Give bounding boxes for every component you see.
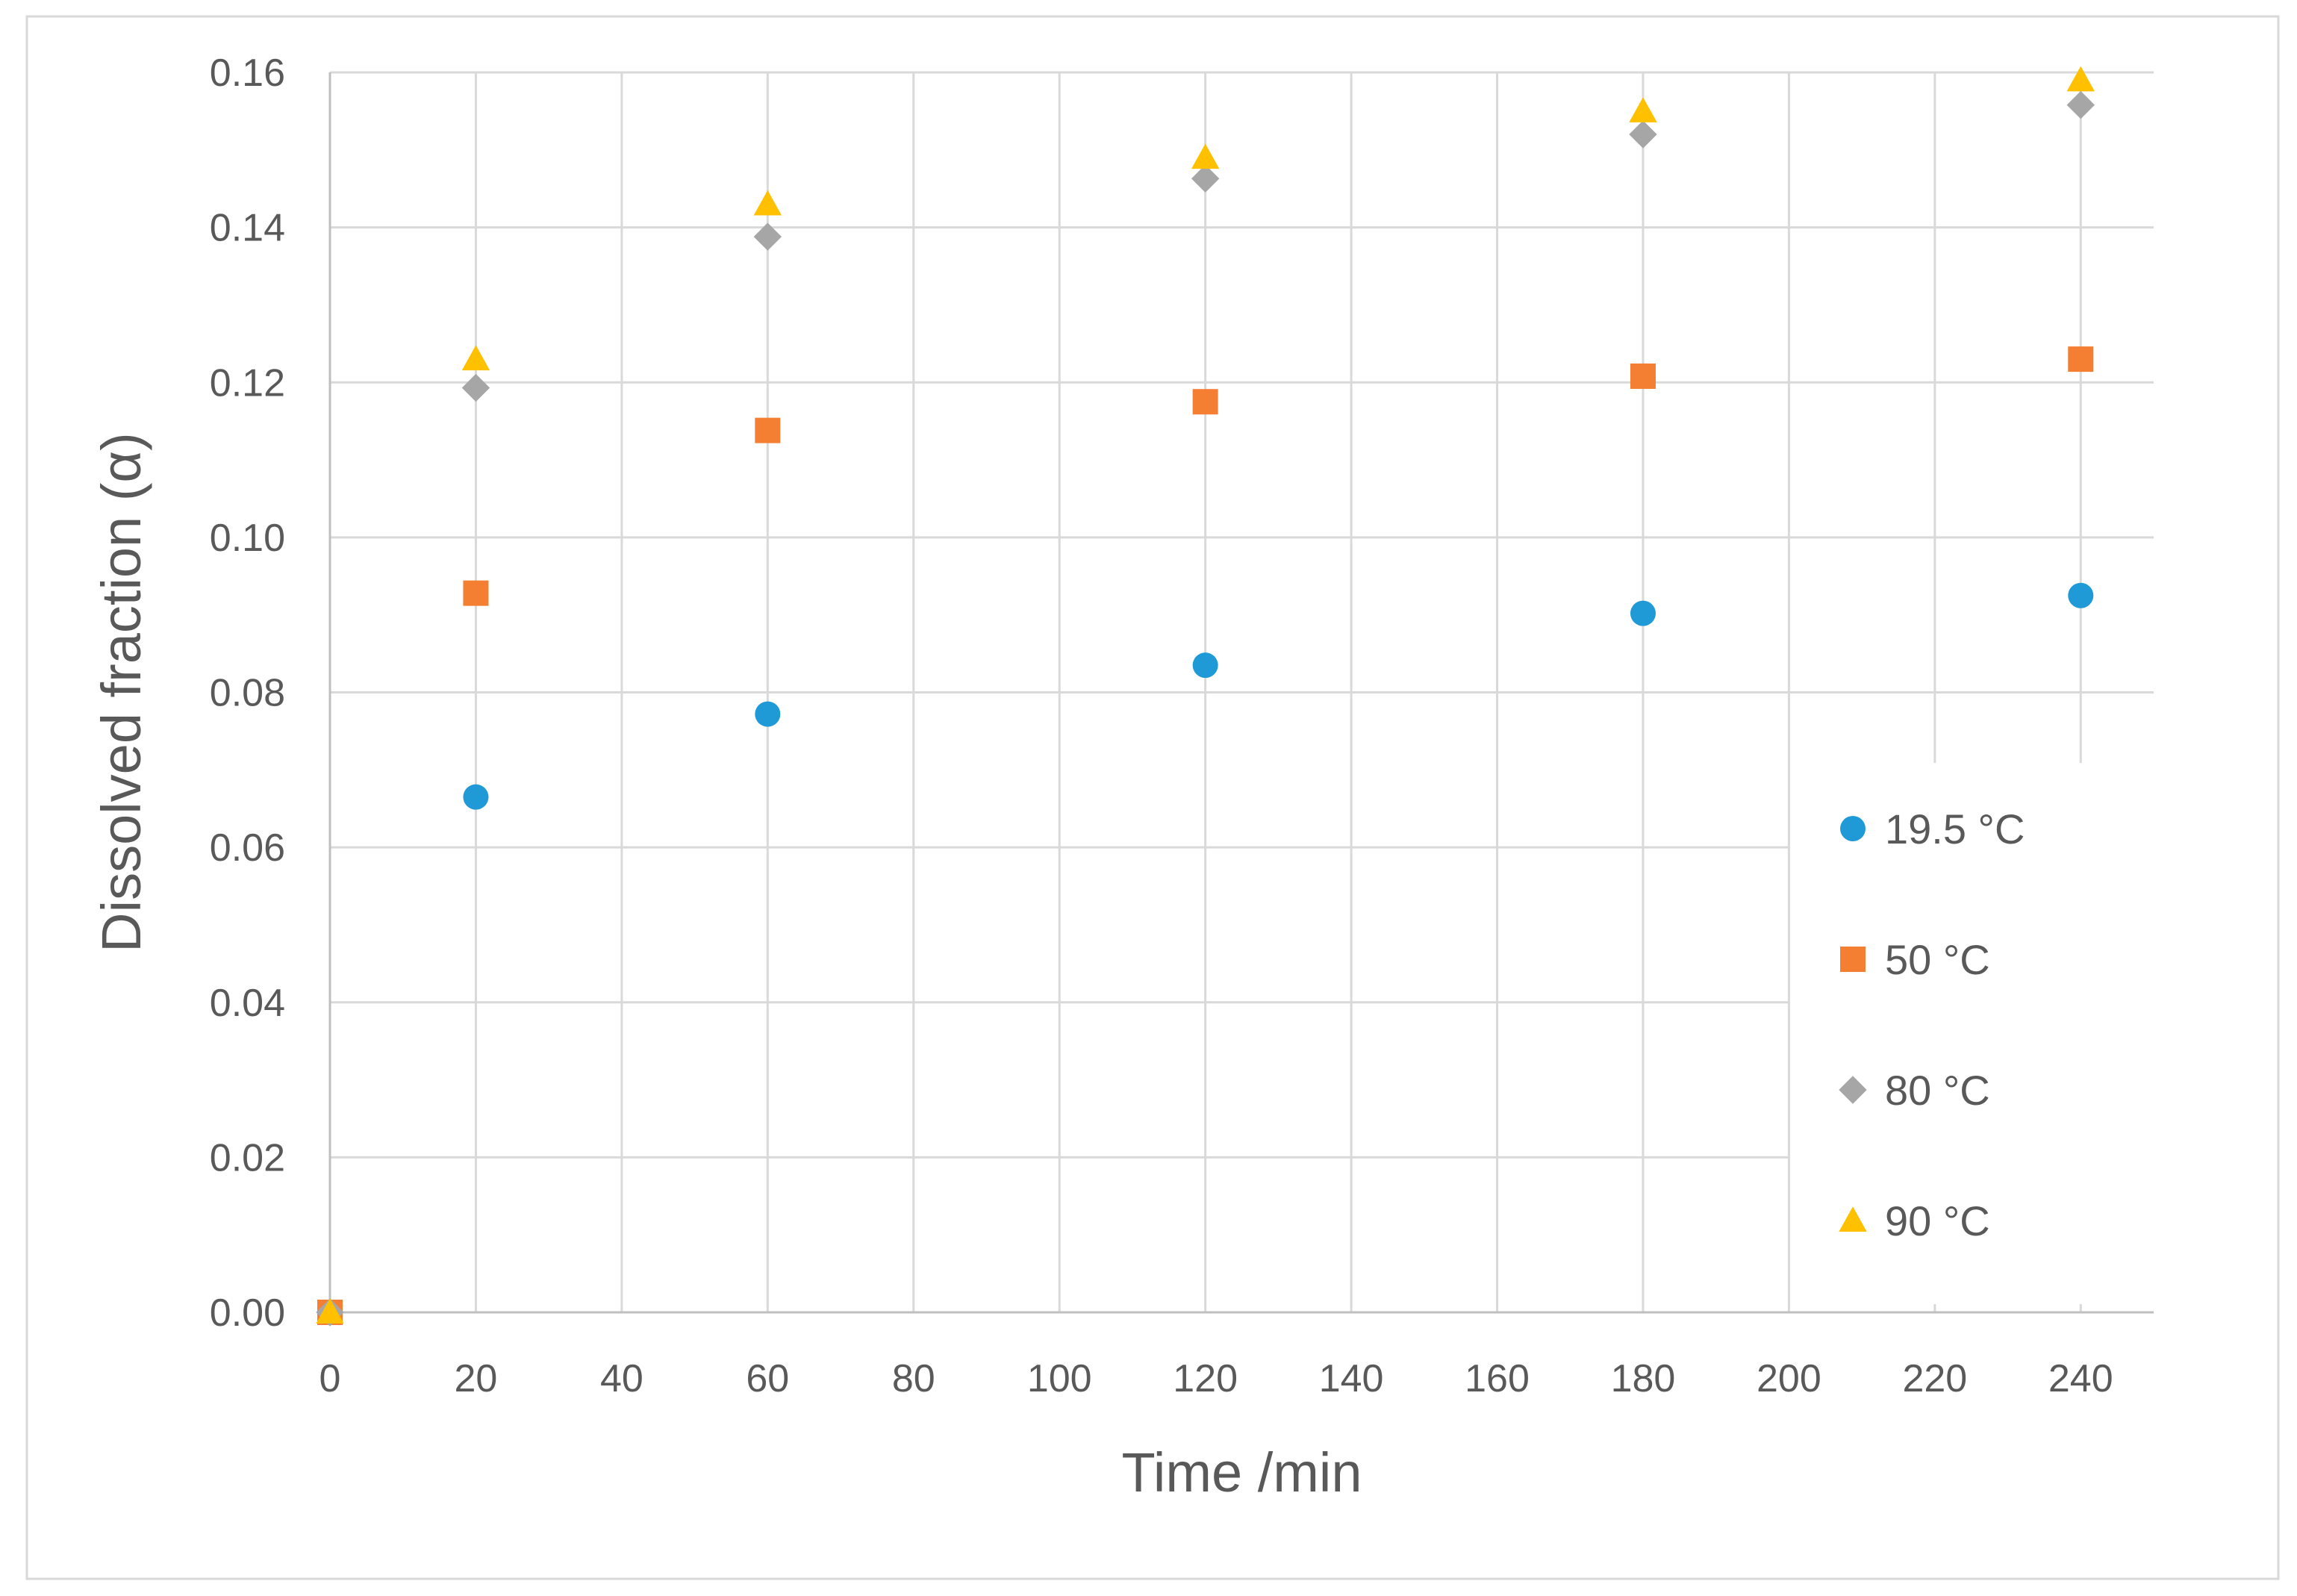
legend-label: 80 °C xyxy=(1885,1067,1990,1114)
data-point xyxy=(463,580,489,606)
data-point xyxy=(316,1298,344,1324)
data-point xyxy=(2066,90,2095,119)
legend-label: 19.5 °C xyxy=(1885,805,2025,852)
x-tick-label: 200 xyxy=(1757,1357,1821,1400)
legend-item: 19.5 °C xyxy=(1840,805,2025,852)
axes xyxy=(328,72,2154,1314)
legend-item: 80 °C xyxy=(1839,1067,1990,1114)
data-point xyxy=(2068,346,2094,372)
x-tick-label: 160 xyxy=(1465,1357,1530,1400)
legend-marker xyxy=(1839,1076,1867,1104)
x-tick-label: 80 xyxy=(892,1357,935,1400)
data-point xyxy=(1629,120,1657,149)
y-tick-label: 0.08 xyxy=(210,672,285,715)
y-tick-label: 0.02 xyxy=(210,1136,285,1179)
series-3 xyxy=(316,66,2095,1324)
legend-item: 50 °C xyxy=(1840,936,1990,983)
data-point xyxy=(1191,143,1220,169)
data-point xyxy=(755,701,781,727)
legend-label: 90 °C xyxy=(1885,1197,1990,1244)
tick-labels: 0.00 0.02 0.04 0.06 0.08 0.10 0.12 0.14 0.16 0 20 4… xyxy=(210,52,2113,1400)
y-tick-label: 0.00 xyxy=(210,1291,285,1335)
data-point xyxy=(2066,66,2095,92)
y-tick-label: 0.10 xyxy=(210,517,285,560)
data-point xyxy=(1192,652,1218,679)
y-tick-label: 0.14 xyxy=(210,207,285,250)
legend: 19.5 °C 50 °C 80 °C 90 °C xyxy=(1839,805,2025,1244)
data-point xyxy=(753,190,782,216)
x-tick-label: 40 xyxy=(600,1357,643,1400)
data-point xyxy=(755,417,781,443)
legend-item: 90 °C xyxy=(1839,1197,1990,1244)
data-point xyxy=(753,222,782,251)
y-tick-label: 0.06 xyxy=(210,826,285,870)
x-tick-label: 60 xyxy=(746,1357,789,1400)
x-tick-label: 140 xyxy=(1319,1357,1384,1400)
legend-label: 50 °C xyxy=(1885,936,1990,983)
x-tick-label: 240 xyxy=(2048,1357,2113,1400)
data-point xyxy=(1192,389,1218,415)
data-point xyxy=(1629,97,1657,122)
legend-marker xyxy=(1840,947,1866,972)
x-tick-label: 20 xyxy=(455,1357,498,1400)
data-point xyxy=(2068,582,2094,608)
data-point xyxy=(461,345,490,371)
x-tick-label: 0 xyxy=(320,1357,341,1400)
legend-marker xyxy=(1839,1206,1867,1232)
x-tick-label: 100 xyxy=(1027,1357,1092,1400)
data-point xyxy=(461,373,490,402)
data-point xyxy=(463,784,489,810)
data-point xyxy=(1630,363,1656,389)
data-point xyxy=(1191,164,1220,193)
data-point xyxy=(1630,600,1656,626)
y-tick-label: 0.16 xyxy=(210,52,285,95)
x-tick-label: 180 xyxy=(1611,1357,1676,1400)
x-tick-label: 120 xyxy=(1173,1357,1238,1400)
legend-marker xyxy=(1840,816,1866,841)
x-tick-label: 220 xyxy=(1902,1357,1967,1400)
y-axis-title: Dissolved fraction (α) xyxy=(90,432,152,953)
y-tick-label: 0.04 xyxy=(210,982,285,1025)
y-tick-label: 0.12 xyxy=(210,361,285,405)
data-points xyxy=(316,66,2095,1327)
x-axis-title: Time /min xyxy=(1121,1441,1362,1503)
